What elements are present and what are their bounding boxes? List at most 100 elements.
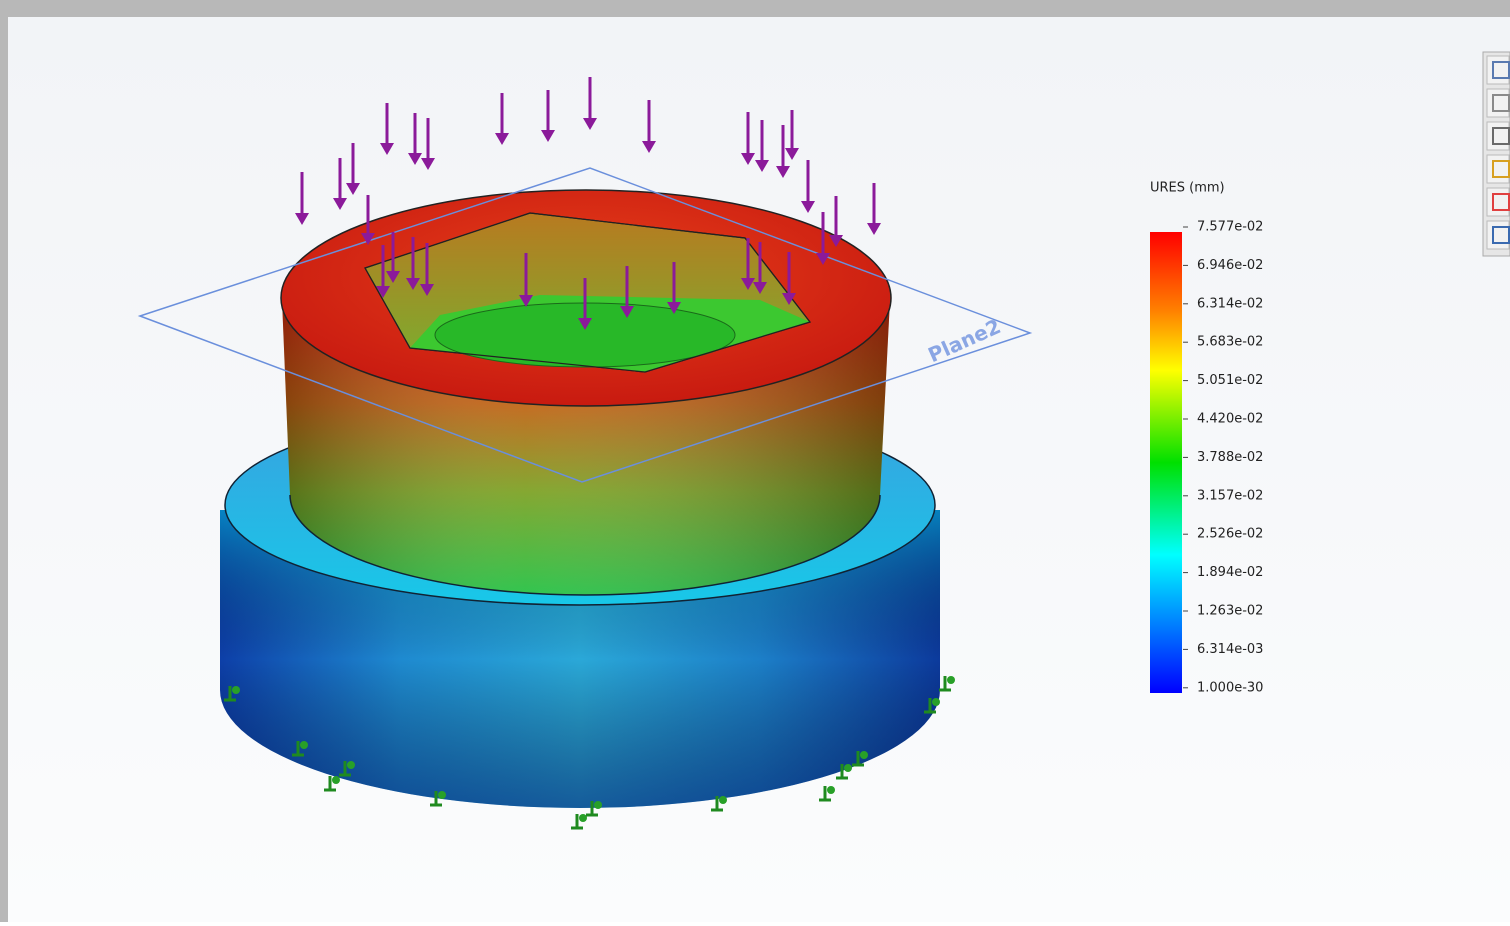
arrow-head (380, 143, 394, 155)
load-arrow (376, 245, 390, 298)
arrow-head (333, 198, 347, 210)
legend-label: 5.683e-02 (1197, 335, 1263, 350)
toolbar-icon (1492, 61, 1510, 79)
legend-label: 7.577e-02 (1197, 220, 1263, 235)
arrow-head (753, 282, 767, 294)
arrow-head (578, 318, 592, 330)
toolbar-button[interactable] (1486, 154, 1510, 184)
load-arrow (361, 195, 375, 245)
legend-color-bar (1150, 232, 1182, 693)
load-arrow (408, 113, 422, 165)
fixtures (224, 676, 955, 830)
load-arrow (386, 232, 400, 283)
load-arrow (519, 253, 533, 307)
arrow-head (346, 183, 360, 195)
load-arrow (541, 90, 555, 142)
arrow-head (642, 141, 656, 153)
fixture-pin (827, 786, 835, 794)
arrow-head (867, 223, 881, 235)
legend-title: URES (mm) (1150, 181, 1225, 196)
arrow-head (376, 286, 390, 298)
fixture-pin (844, 764, 852, 772)
toolbar-button[interactable] (1486, 220, 1510, 250)
load-arrow (801, 160, 815, 213)
load-arrow (782, 252, 796, 305)
arrow-head (801, 201, 815, 213)
fixture-pin (947, 676, 955, 684)
toolbar-icon (1492, 160, 1510, 178)
toolbar-icon (1492, 193, 1510, 211)
arrow-head (406, 278, 420, 290)
legend-label: 6.314e-02 (1197, 296, 1263, 311)
load-arrow (741, 112, 755, 165)
arrow-head (583, 118, 597, 130)
load-arrow (829, 196, 843, 247)
fixture-pin (719, 796, 727, 804)
fixture (711, 796, 727, 812)
arrow-head (495, 133, 509, 145)
fixture (836, 764, 852, 780)
toolbar-button[interactable] (1486, 187, 1510, 217)
arrow-head (519, 295, 533, 307)
load-arrow (753, 242, 767, 294)
arrow-head (408, 153, 422, 165)
load-arrow (380, 103, 394, 155)
load-arrow (578, 278, 592, 330)
arrow-head (361, 233, 375, 245)
fixture-pin (594, 801, 602, 809)
load-arrow (867, 183, 881, 235)
legend: URES (mm) 7.577e-02 6.946e-02 6.314e-02 5.6… (1150, 181, 1263, 695)
arrow-head (782, 293, 796, 305)
legend-label: 3.788e-02 (1197, 450, 1263, 465)
load-arrow (642, 100, 656, 153)
arrow-head (421, 158, 435, 170)
fixture-pin (932, 698, 940, 706)
load-arrow (295, 172, 309, 225)
load-arrow (785, 110, 799, 160)
fixture (324, 776, 340, 792)
load-arrow (816, 212, 830, 265)
fixture (586, 801, 602, 817)
fixture (571, 814, 587, 830)
toolbar-icon (1492, 94, 1510, 112)
reference-plane (137, 167, 1033, 483)
arrow-head (741, 278, 755, 290)
arrow-head (386, 271, 400, 283)
fixture-pin (347, 761, 355, 769)
arrow-head (816, 253, 830, 265)
toolbar-button[interactable] (1486, 121, 1510, 151)
load-arrow (667, 262, 681, 314)
fixture (924, 698, 940, 714)
load-arrows (295, 77, 881, 330)
fixture (224, 686, 240, 702)
load-arrow (755, 120, 769, 172)
legend-label: 1.894e-02 (1197, 565, 1263, 580)
fixture-pin (860, 751, 868, 759)
legend-label: 5.051e-02 (1197, 373, 1263, 388)
arrow-head (420, 284, 434, 296)
fixture-pin (300, 741, 308, 749)
fixture (819, 786, 835, 802)
arrow-head (785, 148, 799, 160)
load-arrow (421, 118, 435, 170)
fixture (430, 791, 446, 807)
arrow-head (295, 213, 309, 225)
arrow-head (755, 160, 769, 172)
legend-label: 6.946e-02 (1197, 258, 1263, 273)
arrow-head (776, 166, 790, 178)
load-arrow (620, 266, 634, 318)
arrow-head (667, 302, 681, 314)
toolbar-button[interactable] (1486, 88, 1510, 118)
fixture (939, 676, 955, 692)
toolbar-icon (1492, 127, 1510, 145)
toolbar-button[interactable] (1486, 55, 1510, 85)
legend-label: 2.526e-02 (1197, 527, 1263, 542)
load-arrow (406, 237, 420, 290)
legend-label: 3.157e-02 (1197, 488, 1263, 503)
legend-label: 1.000e-30 (1197, 680, 1263, 695)
fixture-pin (579, 814, 587, 822)
arrow-head (829, 235, 843, 247)
arrow-head (741, 153, 755, 165)
